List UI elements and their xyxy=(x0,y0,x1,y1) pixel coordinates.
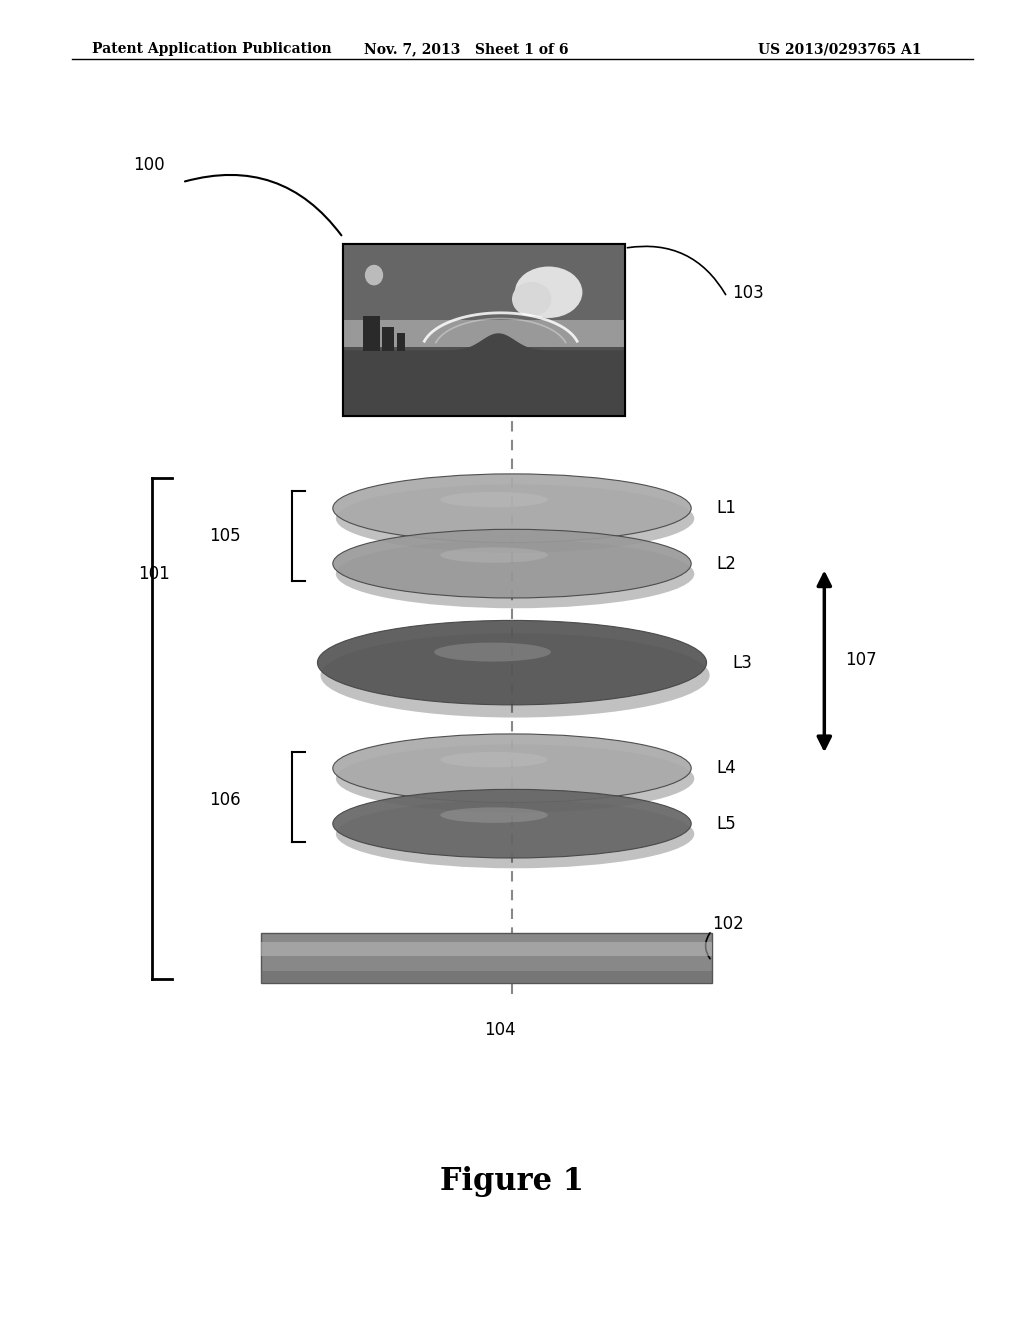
Text: 106: 106 xyxy=(209,791,241,809)
Bar xyxy=(343,244,625,416)
Bar xyxy=(383,326,394,351)
Text: US 2013/0293765 A1: US 2013/0293765 A1 xyxy=(758,42,922,57)
Bar xyxy=(261,941,712,956)
Text: L4: L4 xyxy=(717,759,736,777)
Bar xyxy=(362,317,380,351)
Text: 102: 102 xyxy=(712,915,743,933)
Ellipse shape xyxy=(333,529,691,598)
Text: 104: 104 xyxy=(484,1020,515,1039)
Ellipse shape xyxy=(317,620,707,705)
Bar xyxy=(261,933,712,983)
Text: 103: 103 xyxy=(732,284,764,302)
Text: L2: L2 xyxy=(717,554,736,573)
Ellipse shape xyxy=(512,282,552,317)
Ellipse shape xyxy=(333,734,691,803)
Bar xyxy=(396,334,406,351)
Text: Figure 1: Figure 1 xyxy=(440,1166,584,1197)
Bar xyxy=(343,347,625,416)
Ellipse shape xyxy=(321,634,710,718)
Bar xyxy=(261,972,712,983)
Text: L5: L5 xyxy=(717,814,736,833)
Text: L1: L1 xyxy=(717,499,736,517)
Text: 107: 107 xyxy=(845,651,877,669)
Ellipse shape xyxy=(440,548,548,562)
Ellipse shape xyxy=(336,744,694,813)
Text: L3: L3 xyxy=(732,653,752,672)
Ellipse shape xyxy=(365,265,383,285)
Text: 100: 100 xyxy=(133,156,165,174)
Bar xyxy=(343,319,625,351)
Text: 101: 101 xyxy=(138,565,170,583)
Text: Nov. 7, 2013   Sheet 1 of 6: Nov. 7, 2013 Sheet 1 of 6 xyxy=(364,42,568,57)
Ellipse shape xyxy=(434,643,551,661)
Ellipse shape xyxy=(515,267,583,318)
Ellipse shape xyxy=(333,789,691,858)
Ellipse shape xyxy=(336,540,694,609)
Ellipse shape xyxy=(440,752,548,767)
Text: 105: 105 xyxy=(209,527,241,545)
Bar xyxy=(343,244,625,416)
Ellipse shape xyxy=(440,492,548,507)
Bar xyxy=(343,244,625,326)
Ellipse shape xyxy=(333,474,691,543)
Ellipse shape xyxy=(440,808,548,822)
Ellipse shape xyxy=(336,484,694,553)
Ellipse shape xyxy=(336,800,694,869)
Text: Patent Application Publication: Patent Application Publication xyxy=(92,42,332,57)
